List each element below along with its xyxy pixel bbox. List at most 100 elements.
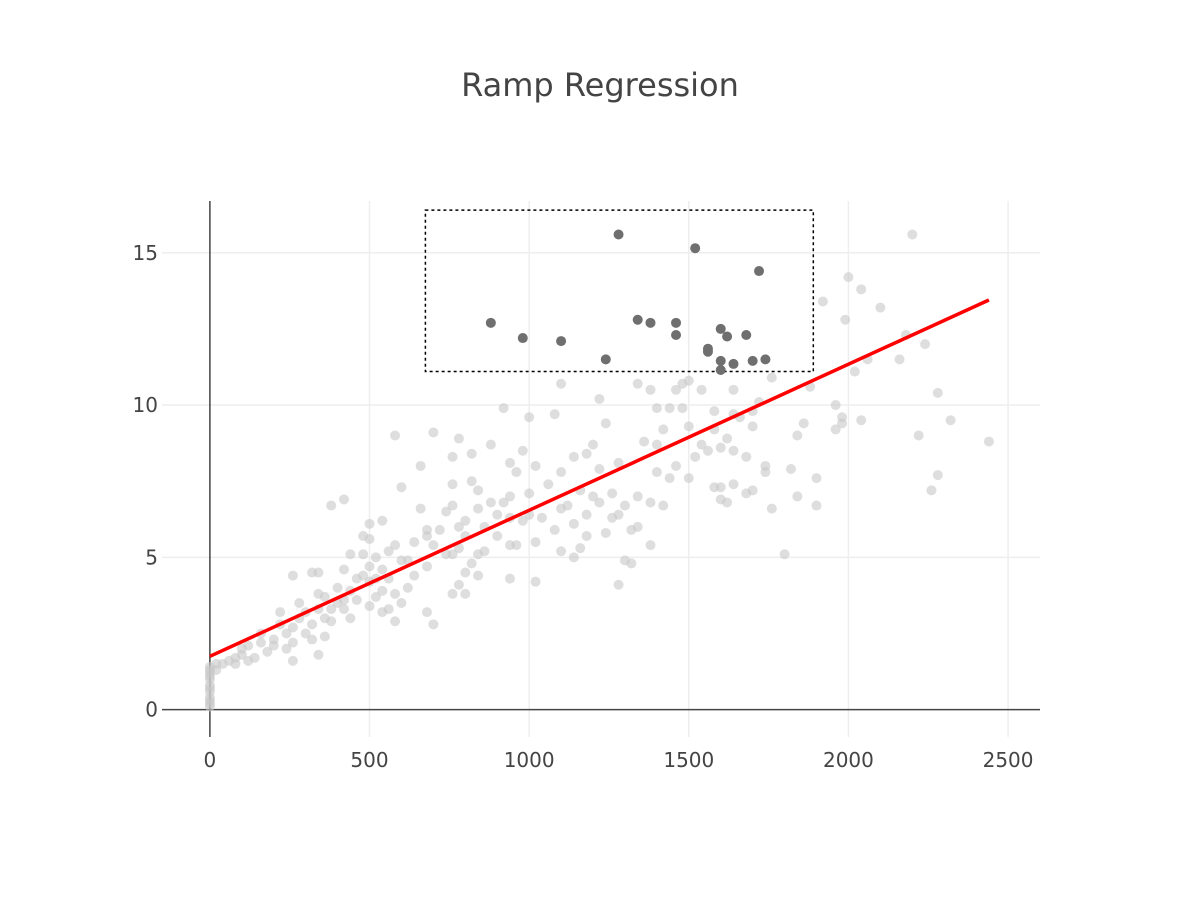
data-point [415, 460, 426, 471]
data-point [473, 485, 484, 496]
data-point [338, 604, 349, 615]
data-point [466, 448, 477, 459]
data-point [626, 558, 637, 569]
data-point [741, 451, 752, 462]
selected-data-point [671, 330, 682, 340]
data-point [268, 634, 279, 645]
data-point [377, 564, 388, 575]
data-point [651, 403, 662, 414]
data-point [613, 509, 624, 520]
selected-data-point [485, 317, 496, 328]
data-point [671, 384, 682, 395]
data-point [581, 531, 592, 541]
data-point [568, 518, 579, 529]
data-point [581, 448, 592, 459]
x-tick-label: 1000 [504, 748, 555, 772]
data-point [792, 430, 803, 441]
data-point [428, 540, 439, 551]
data-point [983, 436, 994, 447]
y-tick-label: 0 [145, 698, 158, 722]
data-point [415, 503, 426, 514]
selected-data-point [715, 323, 726, 334]
selection-box[interactable] [424, 209, 815, 373]
data-point [588, 439, 599, 450]
y-tick-label: 15 [133, 241, 158, 265]
data-point [581, 509, 592, 520]
data-point [619, 500, 630, 511]
data-point [505, 491, 516, 502]
selected-data-point [715, 355, 726, 366]
data-point [358, 549, 369, 560]
data-point [377, 515, 388, 526]
data-point [294, 598, 305, 608]
data-point [281, 628, 292, 639]
data-point [281, 643, 292, 654]
data-point [524, 412, 535, 423]
data-point [460, 567, 471, 578]
data-point [632, 521, 643, 532]
data-point [766, 503, 777, 514]
data-point [658, 424, 669, 435]
data-point [447, 549, 458, 560]
data-point [364, 561, 375, 572]
data-point [390, 616, 401, 627]
data-point [677, 403, 688, 414]
data-point [460, 588, 471, 599]
selection-box-layer[interactable] [424, 209, 815, 373]
data-point [345, 549, 356, 560]
data-point [747, 485, 758, 496]
selected-data-point [671, 317, 682, 328]
selected-data-point [722, 331, 733, 342]
data-point [511, 540, 522, 551]
data-point [875, 302, 886, 313]
data-point [556, 467, 567, 478]
data-point [517, 515, 528, 526]
data-point [728, 445, 739, 456]
data-point [255, 637, 266, 648]
selected-data-point [613, 229, 624, 240]
data-point [530, 576, 541, 587]
data-point [856, 415, 867, 426]
data-point [370, 591, 381, 602]
data-point [383, 604, 394, 615]
data-point [428, 427, 439, 438]
data-point [390, 540, 401, 551]
data-point [594, 464, 605, 474]
data-point [364, 534, 375, 545]
data-point [709, 406, 720, 417]
background-points [204, 229, 994, 712]
data-point [568, 552, 579, 563]
data-point [485, 439, 496, 450]
data-point [536, 512, 547, 523]
data-point [466, 558, 477, 569]
data-point [722, 433, 733, 444]
data-point [594, 393, 605, 404]
data-point [664, 403, 675, 414]
data-point [338, 564, 349, 575]
data-point [664, 473, 675, 484]
tick-labels: 0 500 1000 1500 2000 2500 0 5 10 15 [133, 241, 1034, 772]
x-tick-label: 0 [204, 748, 217, 772]
data-point [505, 457, 516, 468]
data-point [830, 400, 841, 411]
data-point [313, 567, 324, 578]
data-point [498, 403, 509, 414]
data-point [326, 604, 337, 615]
data-point [370, 552, 381, 563]
data-point [932, 470, 943, 481]
data-point [728, 479, 739, 490]
selected-data-point [690, 243, 701, 254]
data-point [473, 503, 484, 514]
data-point [485, 497, 496, 508]
data-point [830, 424, 841, 435]
data-point [932, 387, 943, 398]
data-point [715, 482, 726, 493]
data-point [390, 588, 401, 599]
data-point [811, 500, 822, 511]
data-point [632, 491, 643, 502]
data-point [715, 442, 726, 453]
data-point [696, 439, 707, 450]
data-point [543, 479, 554, 490]
regression-line [209, 298, 990, 658]
